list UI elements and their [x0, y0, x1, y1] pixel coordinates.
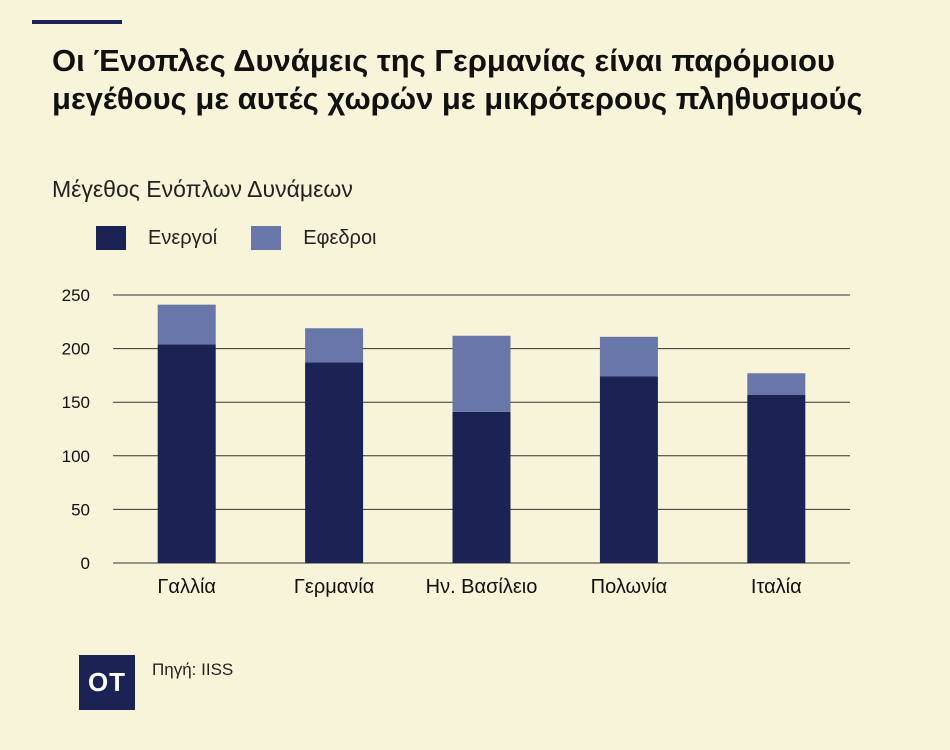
- legend-swatch-reserve: [251, 226, 282, 250]
- y-tick-label: 0: [81, 554, 90, 573]
- source-note: Πηγή: IISS: [152, 660, 234, 679]
- bar-reserve: [157, 304, 216, 345]
- x-tick-label: Γερμανία: [294, 576, 374, 598]
- y-tick-label: 100: [62, 447, 90, 466]
- x-tick-label: Ιταλία: [751, 576, 802, 598]
- x-tick-label: Γαλλία: [157, 576, 216, 598]
- legend-item-reserve: Εφεδροι: [251, 226, 377, 250]
- chart-title: Οι Ένοπλες Δυνάμεις της Γερμανίας είναι …: [52, 43, 863, 116]
- bar-reserve: [305, 328, 364, 363]
- bar-active: [747, 394, 806, 563]
- bar-active: [305, 362, 364, 563]
- ot-logo: OT: [79, 655, 135, 710]
- y-tick-label: 200: [62, 340, 90, 359]
- y-tick-label: 250: [62, 286, 90, 305]
- legend: Ενεργοί Εφεδροι: [96, 226, 411, 250]
- bar-reserve: [452, 335, 511, 412]
- y-tick-label: 150: [62, 393, 90, 412]
- legend-label-reserve: Εφεδροι: [303, 226, 377, 249]
- bar-active: [452, 411, 511, 563]
- legend-swatch-active: [96, 226, 126, 250]
- bar-active: [599, 376, 658, 563]
- legend-item-active: Ενεργοί: [96, 226, 217, 250]
- bar-reserve: [747, 373, 806, 395]
- legend-label-active: Ενεργοί: [148, 226, 218, 249]
- chart-subtitle: Μέγεθος Ενόπλων Δυνάμεων: [52, 176, 353, 202]
- accent-line: [32, 20, 122, 24]
- x-tick-label: Πολωνία: [591, 576, 668, 598]
- bar-reserve: [599, 336, 658, 377]
- y-tick-label: 50: [71, 500, 90, 519]
- x-tick-label: Ην. Βασίλειο: [426, 576, 538, 598]
- bar-active: [157, 344, 216, 563]
